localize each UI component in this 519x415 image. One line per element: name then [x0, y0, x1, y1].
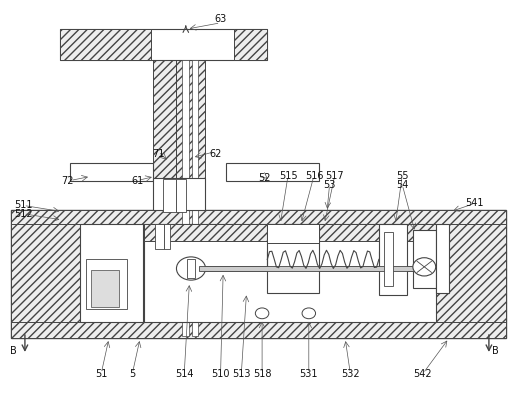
- Bar: [153, 178, 205, 210]
- Bar: [11, 322, 506, 338]
- Text: 510: 510: [211, 369, 230, 378]
- Bar: [86, 259, 127, 309]
- Text: 52: 52: [258, 173, 271, 183]
- Bar: [144, 224, 436, 322]
- Circle shape: [176, 257, 206, 280]
- Text: 512: 512: [14, 209, 33, 219]
- Text: B: B: [9, 346, 17, 356]
- Bar: [155, 224, 164, 249]
- Bar: [413, 230, 436, 288]
- Text: 63: 63: [214, 14, 227, 24]
- Bar: [153, 60, 176, 336]
- Bar: [60, 29, 267, 60]
- Bar: [176, 179, 186, 212]
- Text: 54: 54: [396, 180, 408, 190]
- Bar: [11, 210, 144, 338]
- Text: 517: 517: [325, 171, 344, 181]
- Text: 61: 61: [131, 176, 144, 186]
- Text: 513: 513: [232, 369, 251, 378]
- Bar: [199, 266, 428, 271]
- Text: 514: 514: [175, 369, 194, 378]
- Text: B: B: [492, 346, 499, 356]
- Bar: [91, 270, 119, 307]
- Bar: [80, 224, 143, 322]
- Text: 71: 71: [152, 149, 165, 159]
- Bar: [436, 224, 449, 293]
- Text: 511: 511: [14, 200, 33, 210]
- Text: 55: 55: [396, 171, 408, 181]
- Circle shape: [413, 258, 436, 276]
- Text: 51: 51: [95, 369, 107, 378]
- Bar: [144, 224, 436, 241]
- Bar: [164, 224, 170, 249]
- Bar: [187, 259, 195, 278]
- Circle shape: [302, 308, 316, 319]
- Bar: [11, 210, 506, 224]
- Bar: [267, 224, 319, 293]
- Bar: [60, 29, 151, 60]
- Text: 531: 531: [299, 369, 318, 378]
- Bar: [436, 210, 506, 338]
- Text: 53: 53: [323, 180, 336, 190]
- Bar: [192, 60, 198, 336]
- Bar: [182, 60, 189, 336]
- Text: 518: 518: [253, 369, 271, 378]
- Bar: [267, 224, 319, 243]
- Bar: [379, 224, 407, 295]
- Text: 62: 62: [209, 149, 222, 159]
- Text: 532: 532: [341, 369, 360, 378]
- Circle shape: [255, 308, 269, 319]
- Bar: [11, 210, 506, 338]
- Text: 72: 72: [61, 176, 74, 186]
- Bar: [226, 163, 319, 181]
- Bar: [163, 179, 176, 212]
- Text: 515: 515: [279, 171, 297, 181]
- Bar: [176, 60, 205, 336]
- Bar: [70, 163, 153, 181]
- Bar: [384, 232, 393, 286]
- Text: 5: 5: [129, 369, 135, 378]
- Bar: [234, 29, 267, 60]
- Text: 541: 541: [466, 198, 484, 208]
- Text: 542: 542: [414, 369, 432, 378]
- Text: 516: 516: [305, 171, 323, 181]
